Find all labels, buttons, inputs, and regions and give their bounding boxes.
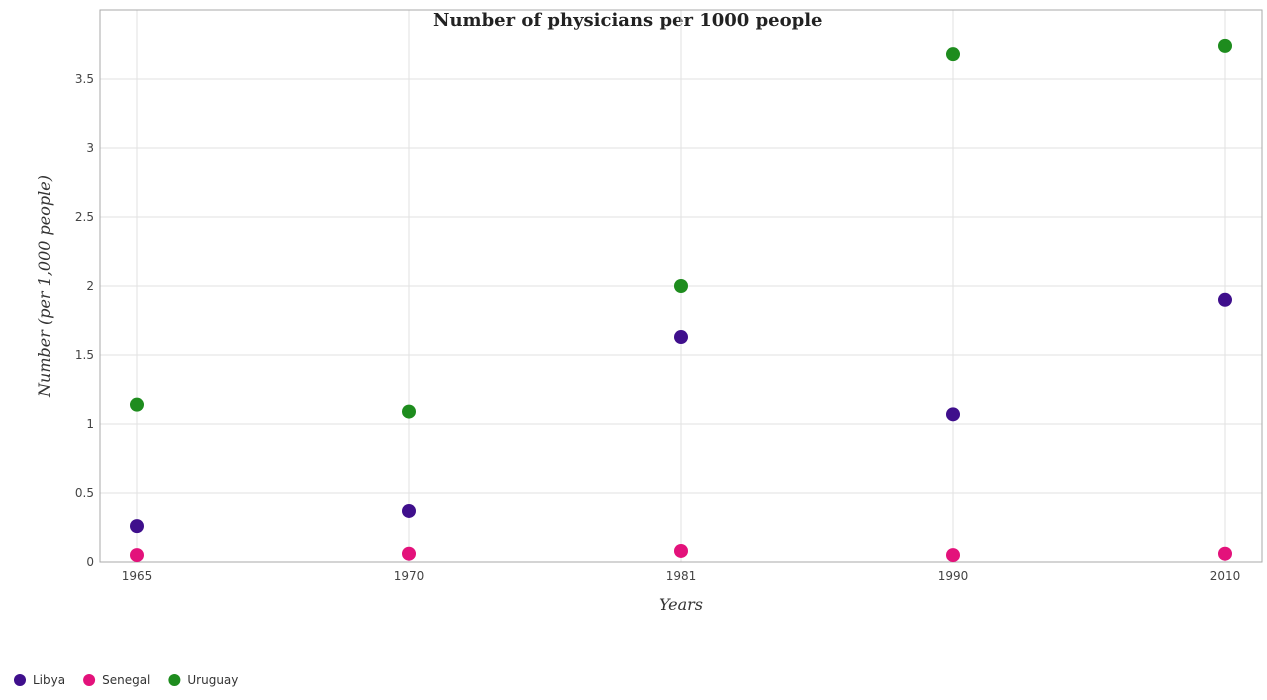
y-tick-label: 1 bbox=[86, 417, 94, 431]
point-senegal bbox=[674, 543, 688, 558]
y-tick-label: 3.5 bbox=[75, 72, 94, 86]
chart-title: Number of physicians per 1000 people bbox=[433, 10, 823, 31]
x-tick-label: 1981 bbox=[666, 569, 697, 583]
x-tick-label: 2010 bbox=[1210, 569, 1241, 583]
x-tick-label: 1965 bbox=[122, 569, 153, 583]
y-tick-label: 0 bbox=[86, 555, 94, 569]
legend-marker-libya bbox=[14, 674, 26, 686]
point-senegal bbox=[1218, 546, 1232, 561]
y-tick-label: 2 bbox=[86, 279, 94, 293]
point-libya bbox=[1218, 292, 1232, 307]
point-uruguay bbox=[130, 397, 144, 412]
x-axis-label: Years bbox=[659, 595, 703, 614]
data-points bbox=[130, 38, 1232, 563]
point-uruguay bbox=[674, 279, 688, 293]
point-uruguay bbox=[1218, 38, 1232, 53]
point-libya bbox=[946, 407, 960, 422]
y-tick-label: 2.5 bbox=[75, 210, 94, 224]
x-tick-label: 1990 bbox=[938, 569, 969, 583]
point-libya bbox=[674, 330, 688, 345]
x-axis-ticks: 1965 1970 1981 1990 2010 bbox=[122, 569, 1241, 583]
legend-marker-senegal bbox=[83, 674, 96, 686]
point-uruguay bbox=[402, 404, 416, 419]
point-senegal bbox=[946, 548, 960, 563]
legend-label-senegal: Senegal bbox=[102, 673, 150, 687]
point-senegal bbox=[130, 548, 144, 563]
point-uruguay bbox=[946, 47, 960, 62]
x-tick-label: 1970 bbox=[394, 569, 425, 583]
legend-marker-uruguay bbox=[168, 674, 181, 686]
point-libya bbox=[130, 519, 144, 534]
y-tick-label: 0.5 bbox=[75, 486, 94, 500]
point-senegal bbox=[402, 546, 416, 561]
y-axis-ticks: 0 0.5 1 1.5 2 2.5 3 3.5 bbox=[75, 72, 94, 569]
legend-label-uruguay: Uruguay bbox=[187, 673, 238, 687]
legend-label-libya: Libya bbox=[33, 673, 65, 687]
y-axis-label: Number (per 1,000 people) bbox=[35, 175, 54, 398]
plot-area-frame bbox=[99, 9, 1263, 563]
point-libya bbox=[402, 503, 416, 518]
y-tick-label: 1.5 bbox=[75, 348, 94, 362]
y-tick-label: 3 bbox=[86, 141, 94, 155]
legend: Libya Senegal Uruguay bbox=[14, 673, 238, 687]
